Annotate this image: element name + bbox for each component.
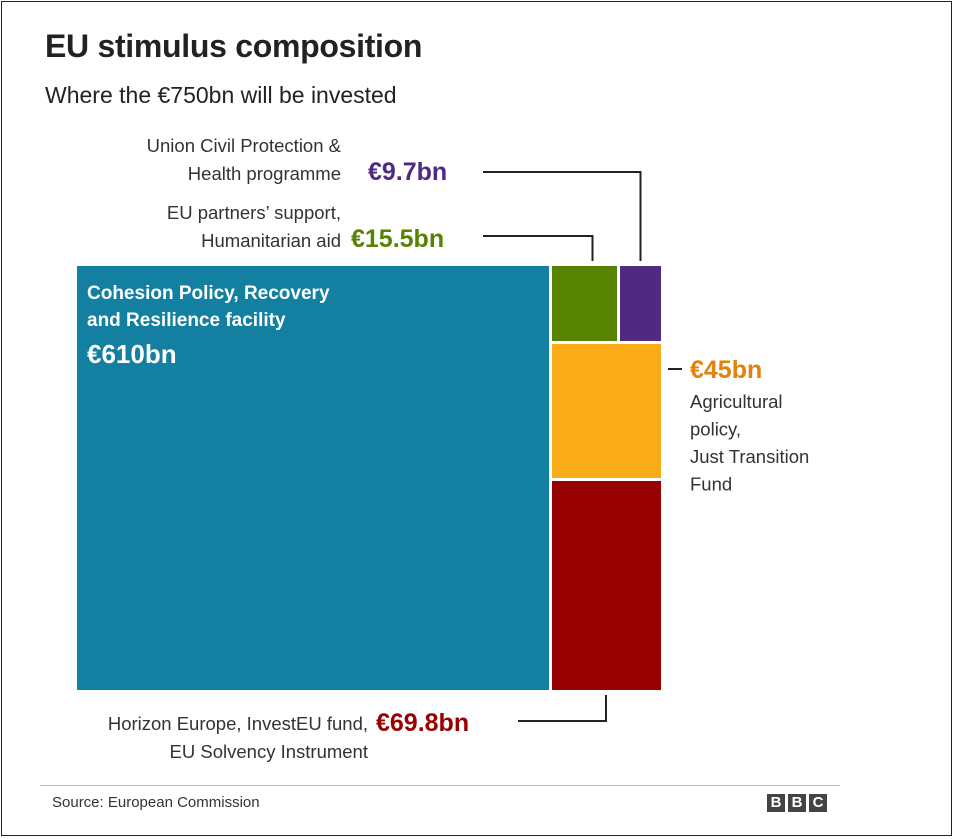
- footer-divider: [40, 785, 840, 786]
- leader-line-partners: [483, 235, 594, 261]
- treemap-blocks: [77, 266, 661, 690]
- value-civil: €9.7bn: [368, 158, 447, 186]
- bbc-logo-letter: B: [788, 794, 806, 812]
- value-partners: €15.5bn: [351, 225, 444, 253]
- label-agri-line: policy,: [690, 419, 741, 440]
- source-note: Source: European Commission: [52, 794, 260, 811]
- treemap-labels: Cohesion Policy, Recovery and Resilience …: [87, 135, 809, 762]
- label-partners-line: Humanitarian aid: [201, 230, 341, 251]
- bbc-logo-letter: B: [767, 794, 785, 812]
- block-agri: [552, 344, 661, 478]
- chart-title: EU stimulus composition: [45, 28, 423, 64]
- leader-line-civil: [483, 171, 642, 261]
- leader-line-horizon: [518, 695, 607, 722]
- label-partners-line: EU partners’ support,: [167, 202, 341, 223]
- label-civil-line: Union Civil Protection &: [147, 135, 342, 156]
- value-agri: €45bn: [690, 356, 762, 384]
- label-agri-line: Just Transition: [690, 446, 809, 467]
- label-civil-line: Health programme: [188, 163, 341, 184]
- block-civil: [620, 266, 661, 341]
- leader-lines: [483, 171, 682, 722]
- label-cohesion-line: Cohesion Policy, Recovery: [87, 283, 330, 304]
- label-cohesion-line: and Resilience facility: [87, 310, 286, 331]
- value-horizon: €69.8bn: [376, 709, 469, 737]
- label-horizon-line: EU Solvency Instrument: [170, 741, 368, 762]
- block-cohesion: [77, 266, 549, 690]
- value-cohesion: €610bn: [87, 339, 177, 369]
- block-horizon: [552, 481, 661, 690]
- label-agri-line: Agricultural: [690, 391, 783, 412]
- label-agri-line: Fund: [690, 474, 732, 495]
- chart-subtitle: Where the €750bn will be invested: [45, 82, 397, 108]
- bbc-logo-letter: C: [809, 794, 827, 812]
- block-partners: [552, 266, 617, 341]
- bbc-logo: B B C: [767, 794, 827, 812]
- label-horizon-line: Horizon Europe, InvestEU fund,: [108, 713, 368, 734]
